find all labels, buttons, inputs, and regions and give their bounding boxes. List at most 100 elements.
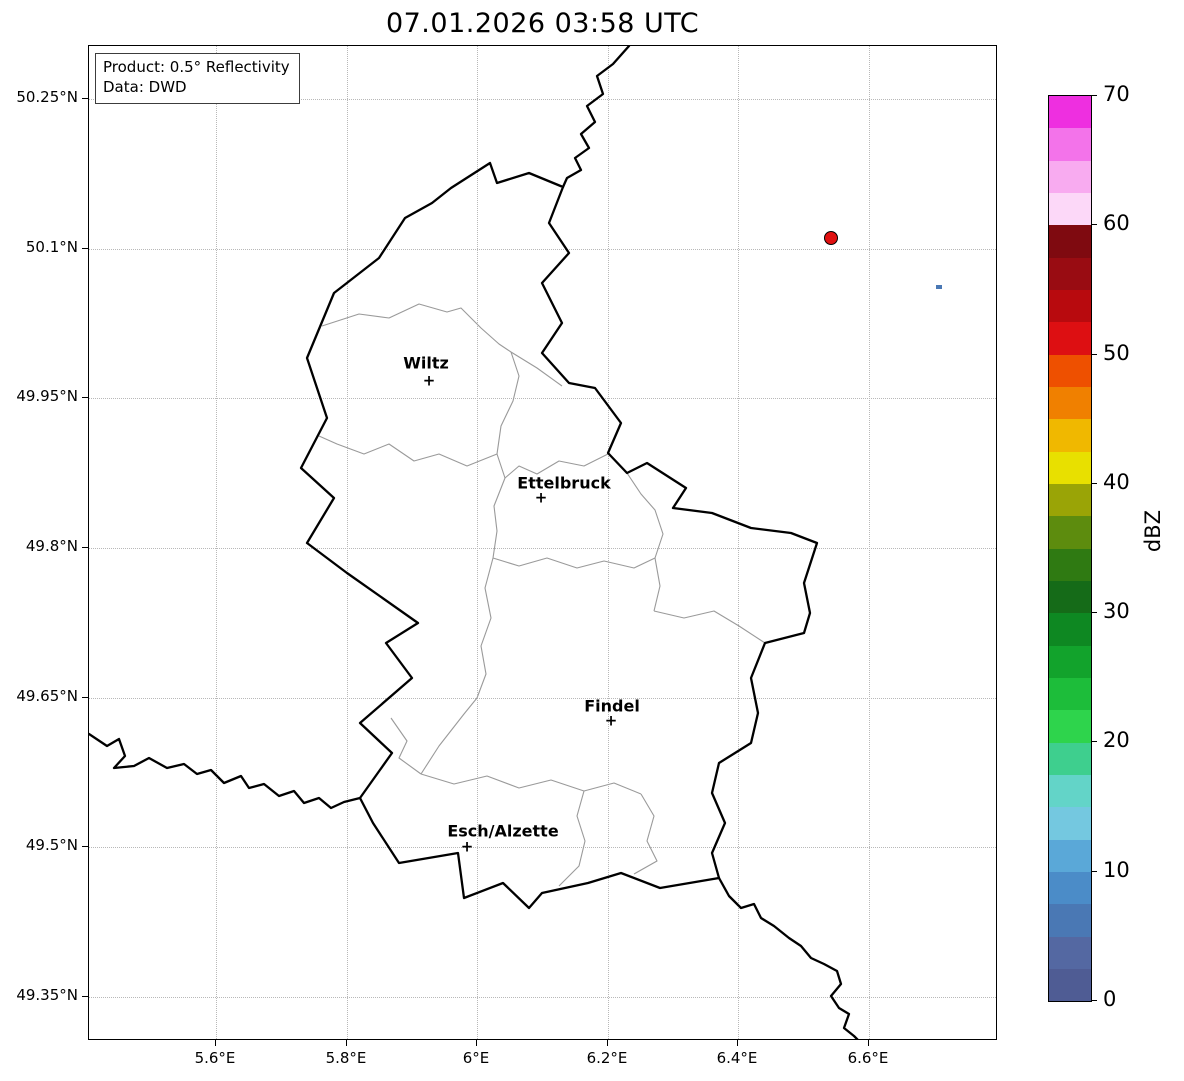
colorbar-segment	[1049, 839, 1091, 872]
x-tick-label: 6.4°E	[716, 1049, 758, 1067]
colorbar-segment	[1049, 516, 1091, 549]
colorbar-tick-mark	[1090, 224, 1097, 226]
x-tick-mark	[346, 1040, 347, 1046]
gridline-horizontal	[89, 249, 996, 250]
info-product: Product: 0.5° Reflectivity	[103, 58, 290, 76]
gridline-horizontal	[89, 548, 996, 549]
colorbar-tick-mark	[1090, 1000, 1097, 1001]
gridline-horizontal	[89, 99, 996, 100]
y-tick-label: 50.1°N	[25, 238, 78, 256]
colorbar-segment	[1049, 710, 1091, 743]
gridline-vertical	[477, 46, 478, 1039]
luxembourg-border	[299, 161, 819, 910]
y-tick-mark	[82, 98, 88, 99]
y-tick-mark	[82, 996, 88, 997]
gridline-horizontal	[89, 398, 996, 399]
colorbar-segment	[1049, 225, 1091, 258]
colorbar-tick-mark	[1090, 482, 1097, 484]
x-tick-label: 6°E	[462, 1049, 490, 1067]
info-data-source: Data: DWD	[103, 78, 187, 97]
gridline-horizontal	[89, 847, 996, 848]
y-tick-mark	[82, 547, 88, 548]
city-marker: +	[534, 488, 548, 507]
colorbar-segment	[1049, 968, 1091, 1002]
colorbar-segment	[1049, 613, 1091, 646]
colorbar-segment	[1049, 289, 1091, 323]
colorbar-segment	[1049, 386, 1091, 420]
colorbar-tick-label: 60	[1103, 211, 1130, 236]
gridline-horizontal	[89, 997, 996, 998]
y-tick-label: 50.25°N	[16, 88, 78, 106]
gridline-vertical	[608, 46, 609, 1039]
radar-echo-pixel	[936, 285, 942, 289]
x-tick-mark	[868, 1040, 869, 1046]
y-tick-label: 49.8°N	[25, 537, 78, 555]
city-label: Ettelbruck	[517, 473, 611, 493]
colorbar-segment	[1049, 354, 1091, 387]
y-tick-mark	[82, 248, 88, 249]
gridline-vertical	[347, 46, 348, 1039]
y-tick-mark	[82, 846, 88, 847]
x-tick-mark	[737, 1040, 738, 1046]
colorbar-segment	[1049, 742, 1091, 775]
border-southwest	[89, 732, 362, 810]
colorbar-tick-label: 40	[1103, 469, 1130, 494]
x-tick-label: 5.8°E	[325, 1049, 367, 1067]
city-marker: +	[604, 711, 618, 730]
colorbar-segment	[1049, 774, 1091, 808]
colorbar-tick-mark	[1090, 870, 1097, 872]
border-north	[561, 46, 631, 189]
y-tick-label: 49.5°N	[25, 836, 78, 854]
colorbar-segment	[1049, 451, 1091, 484]
colorbar-segment	[1049, 160, 1091, 193]
colorbar-tick-label: 30	[1103, 599, 1130, 624]
colorbar-tick-label: 50	[1103, 340, 1130, 365]
colorbar-tick-mark	[1090, 95, 1097, 96]
colorbar-segment	[1049, 128, 1091, 161]
colorbar-segment	[1049, 807, 1091, 840]
colorbar-segment	[1049, 322, 1091, 355]
plot-title: 07.01.2026 03:58 UTC	[385, 8, 700, 39]
grid-layer	[89, 46, 996, 1039]
border-southeast	[717, 876, 859, 1039]
colorbar	[1048, 95, 1092, 1002]
colorbar-segment	[1049, 677, 1091, 711]
radar-echo-dot	[824, 231, 838, 245]
colorbar-segment	[1049, 548, 1091, 581]
x-tick-mark	[476, 1040, 477, 1046]
colorbar-segment	[1049, 645, 1091, 678]
colorbar-tick-label: 20	[1103, 728, 1130, 753]
country-borders-map	[89, 46, 859, 1039]
gridline-vertical	[216, 46, 217, 1039]
colorbar-segment	[1049, 192, 1091, 226]
city-label: Wiltz	[403, 353, 449, 373]
colorbar-tick-label: 70	[1103, 82, 1130, 106]
x-tick-label: 5.6°E	[194, 1049, 236, 1067]
canton-boundaries	[318, 303, 766, 887]
national-borders	[89, 46, 859, 1039]
city-marker: +	[422, 371, 436, 390]
colorbar-segment	[1049, 483, 1091, 517]
colorbar-axis-label: dBZ	[1141, 510, 1165, 553]
city-label: Findel	[584, 696, 640, 716]
colorbar-tick-label: 0	[1103, 987, 1117, 1011]
colorbar-segment	[1049, 871, 1091, 905]
y-tick-mark	[82, 697, 88, 698]
colorbar-tick-label: 10	[1103, 857, 1130, 882]
colorbar-tick-mark	[1090, 741, 1097, 743]
colorbar-tick-mark	[1090, 612, 1097, 614]
gridline-vertical	[738, 46, 739, 1039]
x-tick-mark	[215, 1040, 216, 1046]
colorbar-segment	[1049, 936, 1091, 969]
y-tick-mark	[82, 397, 88, 398]
city-label: Esch/Alzette	[447, 821, 559, 841]
map-overlay: + Wiltz + Ettelbruck + Findel + Esch/Alzette	[89, 46, 996, 1039]
colorbar-segment	[1049, 96, 1091, 129]
gridline-vertical	[869, 46, 870, 1039]
x-tick-mark	[607, 1040, 608, 1046]
x-tick-label: 6.6°E	[847, 1049, 889, 1067]
x-tick-label: 6.2°E	[586, 1049, 628, 1067]
colorbar-segment	[1049, 580, 1091, 614]
colorbar-tick-mark	[1090, 353, 1097, 355]
colorbar-segment	[1049, 419, 1091, 452]
